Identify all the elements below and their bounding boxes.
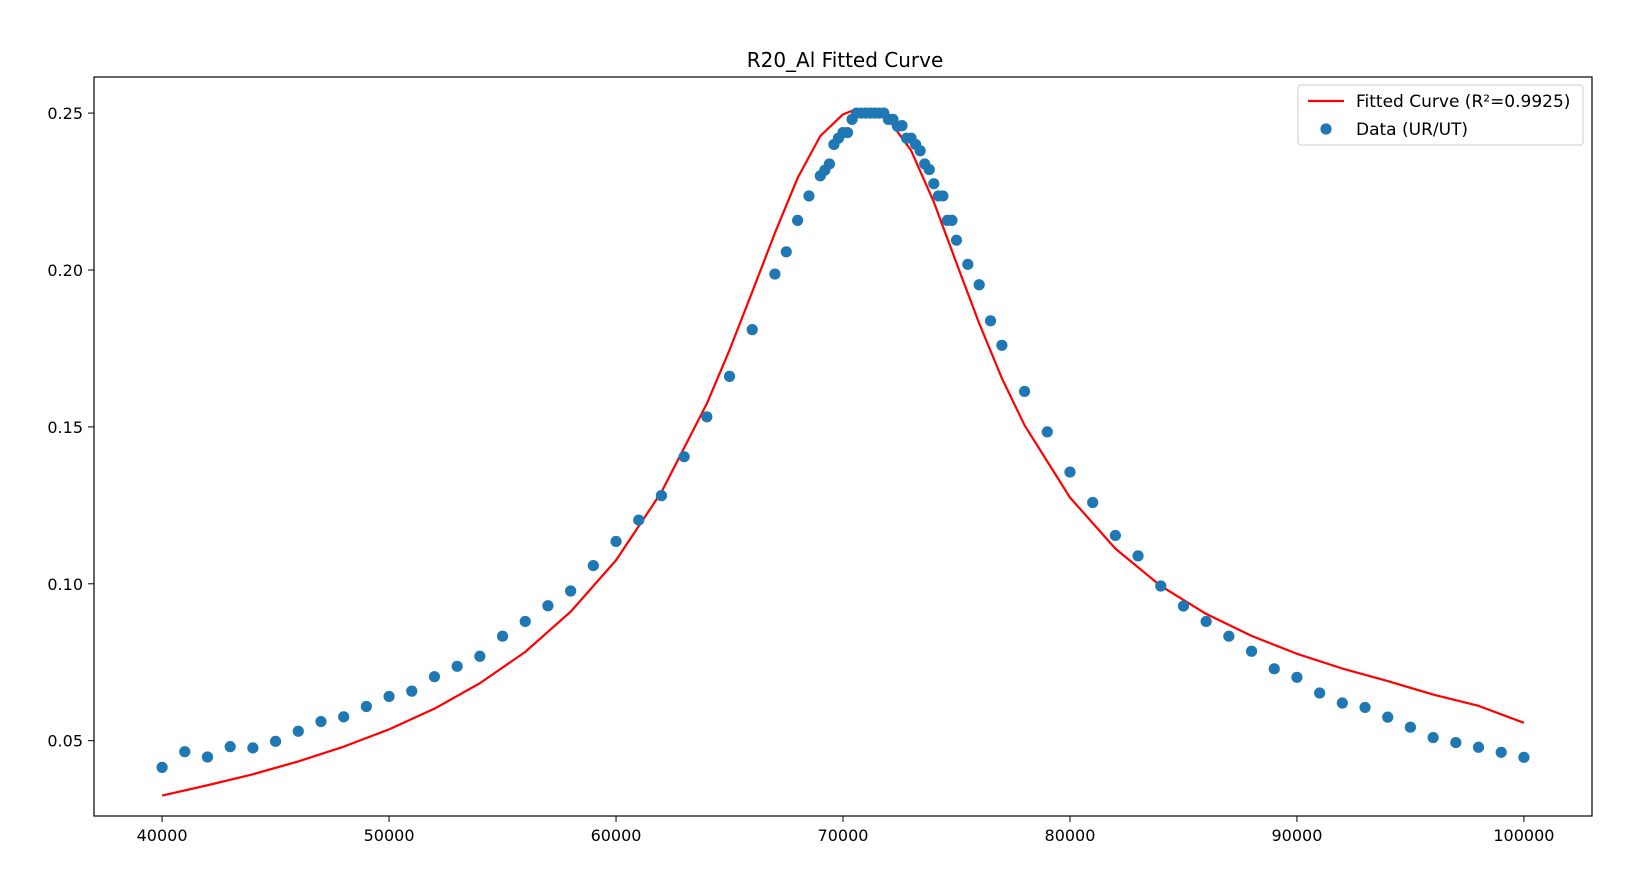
- data-point: [1336, 697, 1348, 709]
- data-point: [950, 234, 963, 246]
- data-point: [201, 751, 214, 763]
- data-point: [823, 158, 835, 170]
- data-point: [224, 741, 236, 753]
- data-point: [542, 600, 554, 612]
- data-point: [928, 178, 940, 190]
- data-point: [792, 214, 804, 227]
- y-axis: 0.05 0.10 0.15 0.20 0.25: [47, 104, 94, 751]
- data-point: [746, 324, 758, 336]
- data-point: [896, 120, 908, 132]
- y-tick-label: 0.25: [47, 104, 83, 123]
- data-point: [678, 451, 690, 463]
- data-point: [1177, 600, 1190, 612]
- data-point: [1495, 746, 1507, 758]
- y-tick-label: 0.10: [47, 575, 83, 594]
- legend-marker-swatch: [1320, 123, 1332, 135]
- x-tick-label: 40000: [137, 826, 188, 845]
- y-tick-label: 0.15: [47, 418, 83, 437]
- data-point: [269, 735, 282, 747]
- data-point: [156, 761, 168, 773]
- data-point: [1359, 701, 1371, 714]
- data-point: [1018, 385, 1031, 398]
- x-tick-label: 60000: [591, 826, 642, 845]
- data-point: [383, 690, 395, 703]
- data-point: [973, 279, 985, 291]
- data-point: [406, 685, 418, 697]
- data-point: [1404, 721, 1417, 733]
- x-axis: 40000 50000 60000 70000 80000 90000 100000: [137, 816, 1554, 845]
- data-point: [780, 246, 792, 258]
- data-point: [360, 700, 372, 713]
- data-point: [1155, 580, 1167, 592]
- data-point: [914, 145, 926, 157]
- x-tick-label: 100000: [1493, 826, 1554, 845]
- y-tick-label: 0.05: [47, 732, 83, 751]
- data-point: [701, 411, 713, 423]
- data-point: [1450, 736, 1462, 749]
- data-point: [247, 742, 259, 754]
- data-point: [587, 559, 599, 572]
- data-point: [1518, 751, 1530, 763]
- data-point: [451, 660, 463, 672]
- data-point: [1245, 645, 1258, 657]
- data-point: [923, 163, 935, 176]
- data-point: [1200, 615, 1212, 628]
- data-point: [1291, 671, 1303, 683]
- y-tick-label: 0.20: [47, 261, 83, 280]
- data-point: [428, 671, 441, 683]
- x-tick-label: 80000: [1045, 826, 1096, 845]
- x-tick-label: 50000: [364, 826, 415, 845]
- data-point: [1472, 741, 1485, 753]
- data-point: [1087, 496, 1099, 509]
- legend-label-fitted-curve: Fitted Curve (R²=0.9925): [1356, 92, 1570, 112]
- data-point: [315, 715, 327, 728]
- data-point: [496, 630, 509, 642]
- data-point: [633, 514, 645, 526]
- data-point: [946, 214, 958, 227]
- data-point: [1427, 731, 1439, 744]
- data-point: [474, 650, 486, 662]
- data-point: [1268, 663, 1280, 675]
- data-point: [1314, 687, 1326, 699]
- chart-title: R20_Al Fitted Curve: [747, 48, 944, 72]
- data-point: [519, 615, 531, 628]
- data-point: [292, 725, 304, 737]
- data-point: [937, 190, 949, 202]
- data-point: [1223, 630, 1235, 642]
- data-point: [962, 258, 974, 270]
- legend-box: [1297, 84, 1584, 146]
- data-point: [565, 585, 577, 597]
- data-point: [841, 126, 854, 139]
- x-tick-label: 90000: [1271, 826, 1322, 845]
- data-point: [996, 339, 1008, 351]
- data-point: [1064, 466, 1076, 478]
- data-point: [338, 711, 350, 723]
- legend: Fitted Curve (R²=0.9925) Data (UR/UT): [1297, 84, 1584, 146]
- data-point: [1382, 711, 1394, 723]
- data-point: [1109, 529, 1121, 542]
- data-point: [984, 315, 997, 327]
- plot-area: [156, 107, 1530, 797]
- data-point: [655, 490, 668, 502]
- data-point: [769, 268, 781, 280]
- data-point: [723, 370, 736, 382]
- data-point: [610, 535, 622, 548]
- data-point: [1041, 426, 1053, 438]
- data-point: [179, 746, 191, 758]
- legend-label-data: Data (UR/UT): [1356, 120, 1468, 140]
- x-tick-label: 70000: [818, 826, 869, 845]
- data-point: [1132, 550, 1144, 562]
- data-point: [803, 190, 815, 202]
